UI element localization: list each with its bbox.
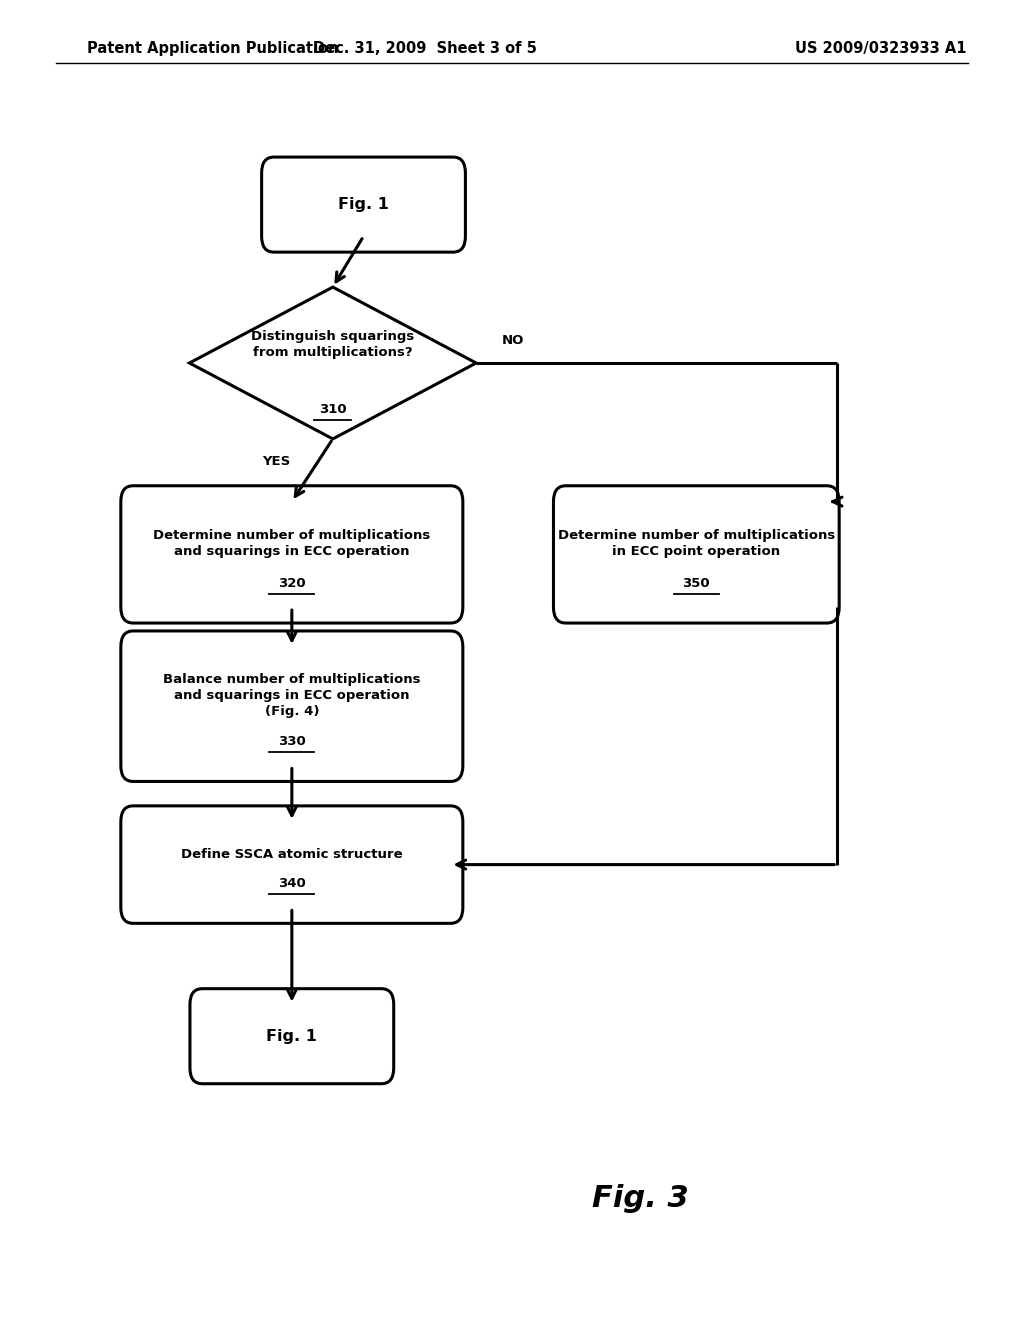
Text: US 2009/0323933 A1: US 2009/0323933 A1 [795, 41, 967, 57]
Text: Determine number of multiplications
and squarings in ECC operation: Determine number of multiplications and … [154, 529, 430, 558]
Text: 340: 340 [278, 878, 306, 890]
Text: Fig. 1: Fig. 1 [266, 1028, 317, 1044]
Text: Patent Application Publication: Patent Application Publication [87, 41, 339, 57]
Text: Define SSCA atomic structure: Define SSCA atomic structure [181, 847, 402, 861]
Text: YES: YES [262, 454, 291, 467]
Text: Determine number of multiplications
in ECC point operation: Determine number of multiplications in E… [558, 529, 835, 558]
FancyBboxPatch shape [121, 805, 463, 924]
Text: 310: 310 [319, 404, 346, 416]
Text: Fig. 3: Fig. 3 [592, 1184, 688, 1213]
Text: 320: 320 [279, 577, 305, 590]
Polygon shape [189, 288, 476, 438]
FancyBboxPatch shape [189, 989, 393, 1084]
FancyBboxPatch shape [121, 631, 463, 781]
Text: NO: NO [502, 334, 524, 347]
FancyBboxPatch shape [261, 157, 465, 252]
Text: Distinguish squarings
from multiplications?: Distinguish squarings from multiplicatio… [251, 330, 415, 359]
Text: 330: 330 [278, 735, 306, 748]
Text: Balance number of multiplications
and squarings in ECC operation
(Fig. 4): Balance number of multiplications and sq… [163, 673, 421, 718]
Text: 350: 350 [683, 577, 710, 590]
Text: Fig. 1: Fig. 1 [338, 197, 389, 213]
FancyBboxPatch shape [553, 486, 840, 623]
Text: Dec. 31, 2009  Sheet 3 of 5: Dec. 31, 2009 Sheet 3 of 5 [313, 41, 537, 57]
FancyBboxPatch shape [121, 486, 463, 623]
